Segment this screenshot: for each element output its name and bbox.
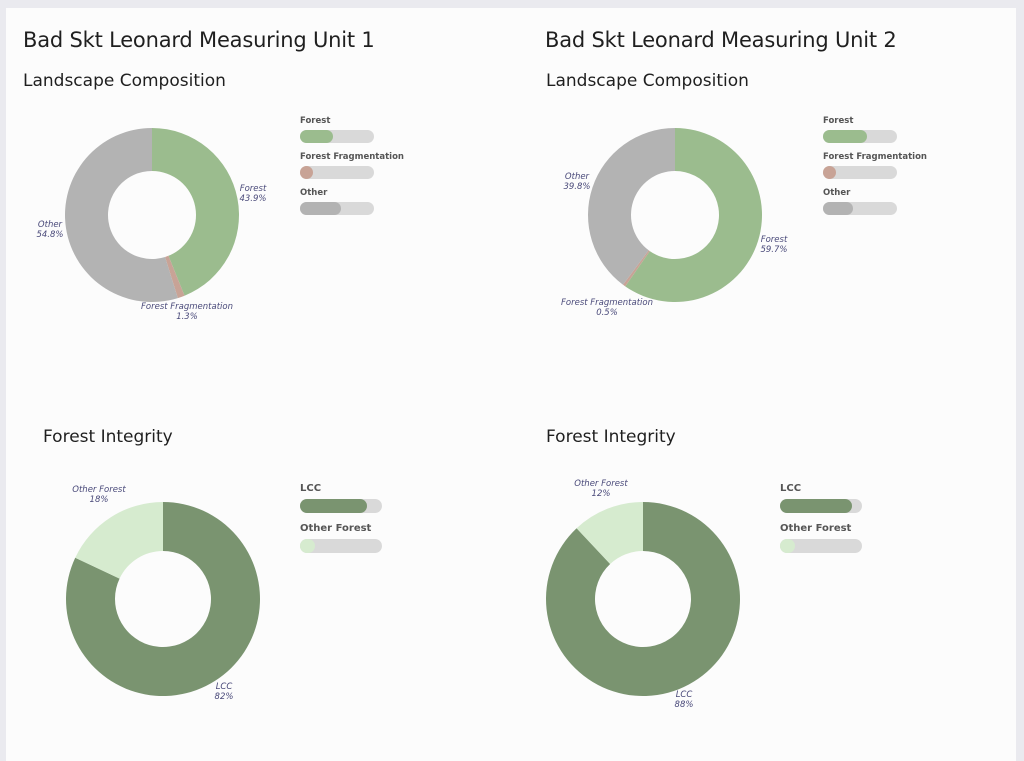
unit-2-integrity-legend-fill-lcc xyxy=(780,499,853,513)
unit-1-landscape-legend-item-forest-fragmentation: Forest Fragmentation xyxy=(300,151,404,179)
unit-2-integrity-value-lcc: 88% xyxy=(675,700,694,710)
unit-2-integrity-legend-label-other-forest: Other Forest xyxy=(780,523,852,534)
unit-2-landscape-slice-forest xyxy=(625,128,762,302)
unit-1-landscape-legend-fill-other xyxy=(300,202,341,215)
unit-1-landscape-label-forest: Forest xyxy=(240,184,267,194)
unit-2-landscape-legend-bar-forest xyxy=(823,130,897,143)
unit-2-landscape-legend-fill-forest-fragmentation xyxy=(823,166,837,179)
unit-2-landscape-legend: Forest Forest Fragmentation Other xyxy=(823,115,927,223)
unit-2-landscape-legend-item-forest-fragmentation: Forest Fragmentation xyxy=(823,151,927,179)
unit-1-landscape-legend-bar-forest-fragmentation xyxy=(300,166,374,179)
unit-1-landscape-legend-item-other: Other xyxy=(300,187,404,215)
unit-2-integrity-legend-label-lcc: LCC xyxy=(780,483,802,494)
unit-2-landscape-slice-forest-fragmentation xyxy=(622,250,650,287)
unit-1-integrity-label-lcc: LCC xyxy=(216,682,233,692)
unit-1-landscape-legend-label-forest-fragmentation: Forest Fragmentation xyxy=(300,152,404,162)
unit-1-landscape-legend-fill-forest xyxy=(300,130,333,143)
unit-1-landscape-legend-bar-other xyxy=(300,202,374,215)
unit-2-title: Bad Skt Leonard Measuring Unit 2 xyxy=(545,28,897,52)
unit-1-integrity-legend-bar-lcc xyxy=(300,499,382,513)
unit-2-landscape-label-forest: Forest xyxy=(761,235,788,245)
unit-1-landscape-legend: Forest Forest Fragmentation Other xyxy=(300,115,404,223)
unit-1-integrity-legend-fill-lcc xyxy=(300,499,368,513)
unit-1-landscape-value-other: 54.8% xyxy=(36,230,63,240)
unit-2-landscape-legend-item-other: Other xyxy=(823,187,927,215)
unit-1-landscape-slice-forest-fragmentation xyxy=(165,255,185,299)
unit-2-integrity-legend-item-lcc: LCC xyxy=(780,482,862,513)
unit-2-landscape-legend-label-other: Other xyxy=(823,188,851,198)
unit-1-integrity-legend-label-lcc: LCC xyxy=(300,483,322,494)
unit-1-integrity-legend-item-lcc: LCC xyxy=(300,482,382,513)
unit-1-landscape-label-other: Other xyxy=(38,220,63,230)
unit-2-integrity-label-lcc: LCC xyxy=(676,690,693,700)
unit-2-integrity-slice-lcc xyxy=(546,502,740,696)
unit-2-landscape-slice-other xyxy=(587,128,675,285)
unit-1-integrity-title: Forest Integrity xyxy=(43,427,173,447)
unit-1-integrity-legend-label-other-forest: Other Forest xyxy=(300,523,372,534)
unit-2-integrity-legend-bar-other-forest xyxy=(780,539,862,553)
unit-1-integrity-value-other-forest: 18% xyxy=(90,495,109,505)
unit-2-landscape-title: Landscape Composition xyxy=(546,71,749,91)
unit-1-integrity-label-other-forest: Other Forest xyxy=(72,485,126,495)
unit-2-landscape-label-other: Other xyxy=(565,172,590,182)
unit-1-landscape-slice-other xyxy=(65,128,178,302)
unit-2-landscape-legend-item-forest: Forest xyxy=(823,115,927,143)
unit-2-landscape-legend-label-forest-fragmentation: Forest Fragmentation xyxy=(823,152,927,162)
unit-1-integrity-legend-fill-other-forest xyxy=(300,539,315,553)
unit-1-landscape-legend-fill-forest-fragmentation xyxy=(300,166,314,179)
unit-2-landscape-value-other: 39.8% xyxy=(563,182,590,192)
unit-1-title: Bad Skt Leonard Measuring Unit 1 xyxy=(23,28,375,52)
unit-2-integrity-slice-other-forest xyxy=(576,502,643,565)
unit-2-landscape-legend-bar-other xyxy=(823,202,897,215)
unit-1-integrity-legend-bar-other-forest xyxy=(300,539,382,553)
unit-1-landscape-value-forest: 43.9% xyxy=(239,194,266,204)
unit-1-landscape-legend-item-forest: Forest xyxy=(300,115,404,143)
unit-1-integrity-legend: LCC Other Forest xyxy=(300,482,382,562)
unit-1-integrity-value-lcc: 82% xyxy=(215,692,234,702)
unit-1-integrity-slice-other-forest xyxy=(75,502,163,579)
unit-1-integrity-slice-lcc xyxy=(66,502,261,696)
unit-1-landscape-value-forest-fragmentation: 1.3% xyxy=(176,312,198,322)
unit-1-landscape-label-forest-fragmentation: Forest Fragmentation xyxy=(141,302,233,312)
unit-2-integrity-legend-item-other-forest: Other Forest xyxy=(780,522,862,553)
unit-1-integrity-legend-item-other-forest: Other Forest xyxy=(300,522,382,553)
unit-2-integrity-legend: LCC Other Forest xyxy=(780,482,862,562)
unit-2-landscape-value-forest: 59.7% xyxy=(760,245,787,255)
unit-2-landscape-legend-bar-forest-fragmentation xyxy=(823,166,897,179)
unit-2-integrity-legend-fill-other-forest xyxy=(780,539,795,553)
unit-1-landscape-slice-forest xyxy=(152,128,239,296)
unit-2-integrity-label-other-forest: Other Forest xyxy=(574,479,628,489)
unit-1-landscape-legend-bar-forest xyxy=(300,130,374,143)
unit-2-integrity-legend-bar-lcc xyxy=(780,499,862,513)
unit-2-integrity-title: Forest Integrity xyxy=(546,427,676,447)
unit-1-landscape-legend-label-other: Other xyxy=(300,188,328,198)
unit-1-landscape-title: Landscape Composition xyxy=(23,71,226,91)
unit-2-landscape-label-forest-fragmentation: Forest Fragmentation xyxy=(561,298,653,308)
unit-2-landscape-legend-fill-forest xyxy=(823,130,868,143)
unit-2-integrity-value-other-forest: 12% xyxy=(592,489,611,499)
unit-2-landscape-legend-fill-other xyxy=(823,202,853,215)
unit-2-landscape-legend-label-forest: Forest xyxy=(823,116,854,126)
unit-2-landscape-value-forest-fragmentation: 0.5% xyxy=(596,308,618,318)
unit-1-landscape-legend-label-forest: Forest xyxy=(300,116,331,126)
